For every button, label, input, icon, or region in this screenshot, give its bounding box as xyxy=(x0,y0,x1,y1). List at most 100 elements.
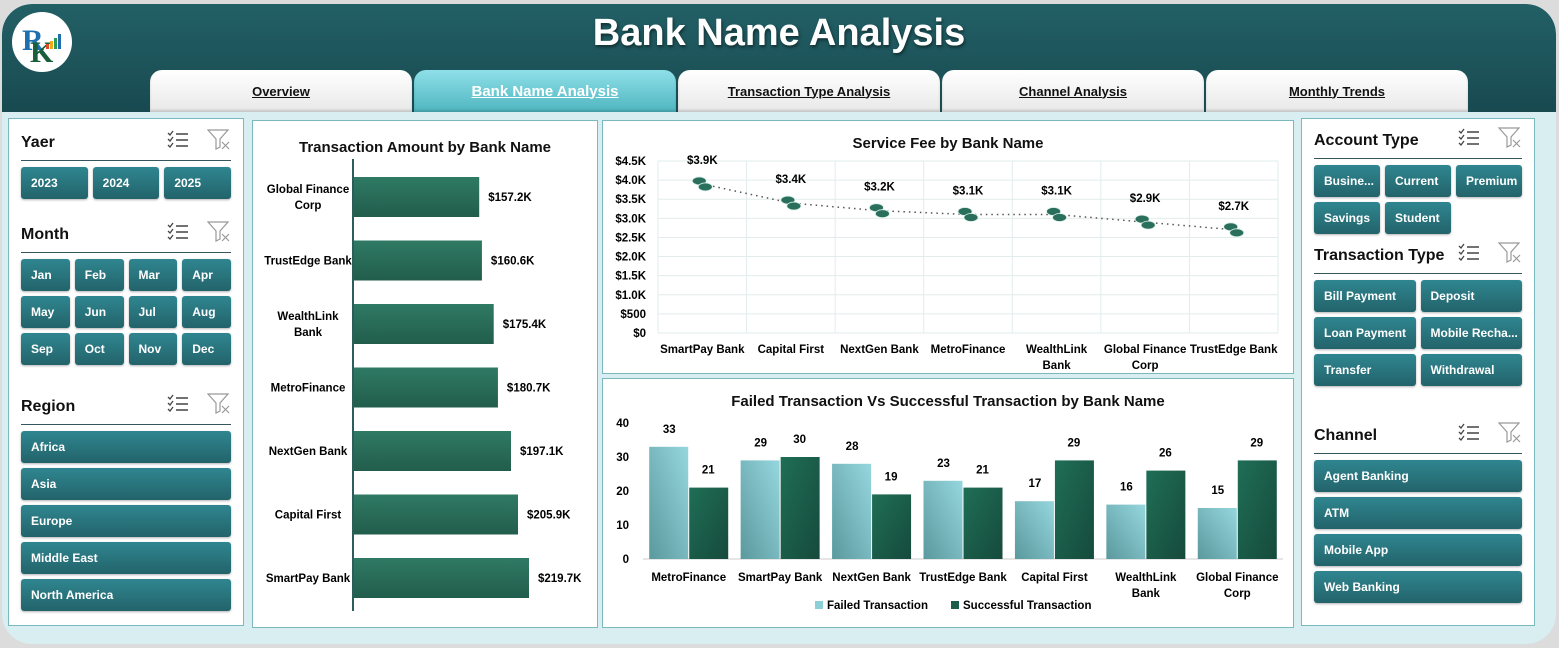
slicer-item-jan[interactable]: Jan xyxy=(21,259,70,291)
x-tick: TrustEdge Bank xyxy=(1190,344,1278,356)
transaction-amount-chart: Transaction Amount by Bank Name $157.2K G… xyxy=(252,120,598,628)
multi-select-icon[interactable] xyxy=(1458,128,1480,153)
slicer-item-2024[interactable]: 2024 xyxy=(92,167,160,199)
coin-marker-icon[interactable] xyxy=(957,207,979,222)
channel-slicer: Channel Agent Banking ATM Mobile App Web Ba… xyxy=(1314,422,1522,603)
success-bar[interactable] xyxy=(1054,460,1094,559)
slicer-item-web-banking[interactable]: Web Banking xyxy=(1314,571,1522,603)
slicer-item-mobile-app[interactable]: Mobile App xyxy=(1314,534,1522,566)
slicer-item-apr[interactable]: Apr xyxy=(182,259,231,291)
failed-bar[interactable] xyxy=(1106,504,1146,559)
slicer-item-europe[interactable]: Europe xyxy=(21,505,231,537)
bar[interactable] xyxy=(354,494,519,535)
coin-marker-icon[interactable] xyxy=(780,195,802,211)
slicer-item-agent-banking[interactable]: Agent Banking xyxy=(1314,460,1522,492)
slicer-item-student[interactable]: Student xyxy=(1385,202,1451,234)
multi-select-icon[interactable] xyxy=(167,130,189,155)
coin-marker-icon[interactable] xyxy=(1134,214,1156,230)
coin-marker-icon[interactable] xyxy=(869,203,890,219)
slicer-item-jul[interactable]: Jul xyxy=(128,296,178,328)
slicer-item-feb[interactable]: Feb xyxy=(74,259,124,291)
bar[interactable] xyxy=(354,431,511,471)
category-label: MetroFinance xyxy=(271,383,346,395)
bar[interactable] xyxy=(354,558,529,598)
slicer-item-atm[interactable]: ATM xyxy=(1314,497,1522,529)
failed-bar[interactable] xyxy=(1014,501,1054,559)
success-bar[interactable] xyxy=(689,487,729,559)
data-label: 21 xyxy=(702,465,715,477)
y-tick: $1.5K xyxy=(615,271,646,283)
slicer-title: Account Type xyxy=(1314,131,1419,149)
slicer-item-deposit[interactable]: Deposit xyxy=(1420,280,1522,312)
slicer-item-premium[interactable]: Premium xyxy=(1456,165,1522,197)
bar[interactable] xyxy=(354,304,494,344)
failed-bar[interactable] xyxy=(923,480,963,559)
tab-overview[interactable]: Overview xyxy=(150,70,412,112)
success-bar[interactable] xyxy=(963,487,1003,559)
tab-transaction-type-analysis[interactable]: Transaction Type Analysis xyxy=(678,70,940,112)
tab-monthly-trends[interactable]: Monthly Trends xyxy=(1206,70,1468,112)
clear-filter-icon[interactable] xyxy=(206,221,231,248)
coin-marker-icon[interactable] xyxy=(1046,207,1067,222)
coin-marker-icon[interactable] xyxy=(1223,222,1245,238)
multi-select-icon[interactable] xyxy=(167,394,189,419)
slicer-item-sep[interactable]: Sep xyxy=(21,333,70,365)
clear-filter-icon[interactable] xyxy=(1497,242,1522,269)
bar[interactable] xyxy=(354,240,482,281)
clear-filter-icon[interactable] xyxy=(1497,422,1522,449)
slicer-item-transfer[interactable]: Transfer xyxy=(1314,354,1416,386)
x-tick: NextGen Bank xyxy=(832,572,911,584)
slicer-item-north-america[interactable]: North America xyxy=(21,579,231,611)
multi-select-icon[interactable] xyxy=(1458,243,1480,268)
slicer-item-bill-payment[interactable]: Bill Payment xyxy=(1314,280,1416,312)
slicer-item-africa[interactable]: Africa xyxy=(21,431,231,463)
slicer-item-2023[interactable]: 2023 xyxy=(21,167,88,199)
clear-filter-icon[interactable] xyxy=(206,129,231,156)
slicer-item-withdrawal[interactable]: Withdrawal xyxy=(1420,354,1522,386)
failed-bar[interactable] xyxy=(832,463,872,559)
slicer-item-loan-payment[interactable]: Loan Payment xyxy=(1314,317,1416,349)
tab-channel-analysis[interactable]: Channel Analysis xyxy=(942,70,1204,112)
clear-filter-icon[interactable] xyxy=(1497,127,1522,154)
bar[interactable] xyxy=(354,177,480,217)
success-bar[interactable] xyxy=(780,457,820,559)
failed-bar[interactable] xyxy=(649,446,689,559)
slicer-item-may[interactable]: May xyxy=(21,296,70,328)
slicer-item-aug[interactable]: Aug xyxy=(182,296,231,328)
tab-bank-name-analysis[interactable]: Bank Name Analysis xyxy=(414,70,676,112)
x-tick: SmartPay Bank xyxy=(660,344,745,356)
multi-select-icon[interactable] xyxy=(167,222,189,247)
failed-bar[interactable] xyxy=(1197,508,1237,559)
success-bar[interactable] xyxy=(872,494,912,559)
x-tick: WealthLink xyxy=(1115,572,1177,584)
bar-value-label: $205.9K xyxy=(527,510,571,522)
region-slicer: Region Africa Asia Europe Middle East North … xyxy=(21,393,231,611)
slicer-item-savings[interactable]: Savings xyxy=(1314,202,1380,234)
y-tick: $4.0K xyxy=(615,175,646,187)
slicer-item-current[interactable]: Current xyxy=(1385,165,1451,197)
coin-marker-icon[interactable] xyxy=(691,176,713,192)
x-tick: Bank xyxy=(1043,360,1072,372)
failed-bar[interactable] xyxy=(740,460,780,559)
slicer-title: Month xyxy=(21,225,69,243)
slicer-item-jun[interactable]: Jun xyxy=(74,296,124,328)
category-label: TrustEdge Bank xyxy=(264,256,352,268)
slicer-item-busine-[interactable]: Busine... xyxy=(1314,165,1380,197)
slicer-item-dec[interactable]: Dec xyxy=(182,333,231,365)
data-label: $2.9K xyxy=(1130,193,1161,205)
slicer-item-asia[interactable]: Asia xyxy=(21,468,231,500)
success-bar[interactable] xyxy=(1237,460,1277,559)
slicer-item-2025[interactable]: 2025 xyxy=(164,167,231,199)
multi-select-icon[interactable] xyxy=(1458,423,1480,448)
transaction-type-slicer: Transaction Type Bill Payment Deposit Loan… xyxy=(1314,242,1522,386)
bar[interactable] xyxy=(354,367,498,408)
slicer-item-middle-east[interactable]: Middle East xyxy=(21,542,231,574)
data-label: 29 xyxy=(1250,437,1263,449)
slicer-item-oct[interactable]: Oct xyxy=(74,333,124,365)
slicer-item-mobile-recha-[interactable]: Mobile Recha... xyxy=(1420,317,1522,349)
success-bar[interactable] xyxy=(1146,470,1186,559)
tab-bar: Overview Bank Name Analysis Transaction Ty… xyxy=(150,70,1468,112)
slicer-item-nov[interactable]: Nov xyxy=(128,333,178,365)
slicer-item-mar[interactable]: Mar xyxy=(128,259,178,291)
clear-filter-icon[interactable] xyxy=(206,393,231,420)
